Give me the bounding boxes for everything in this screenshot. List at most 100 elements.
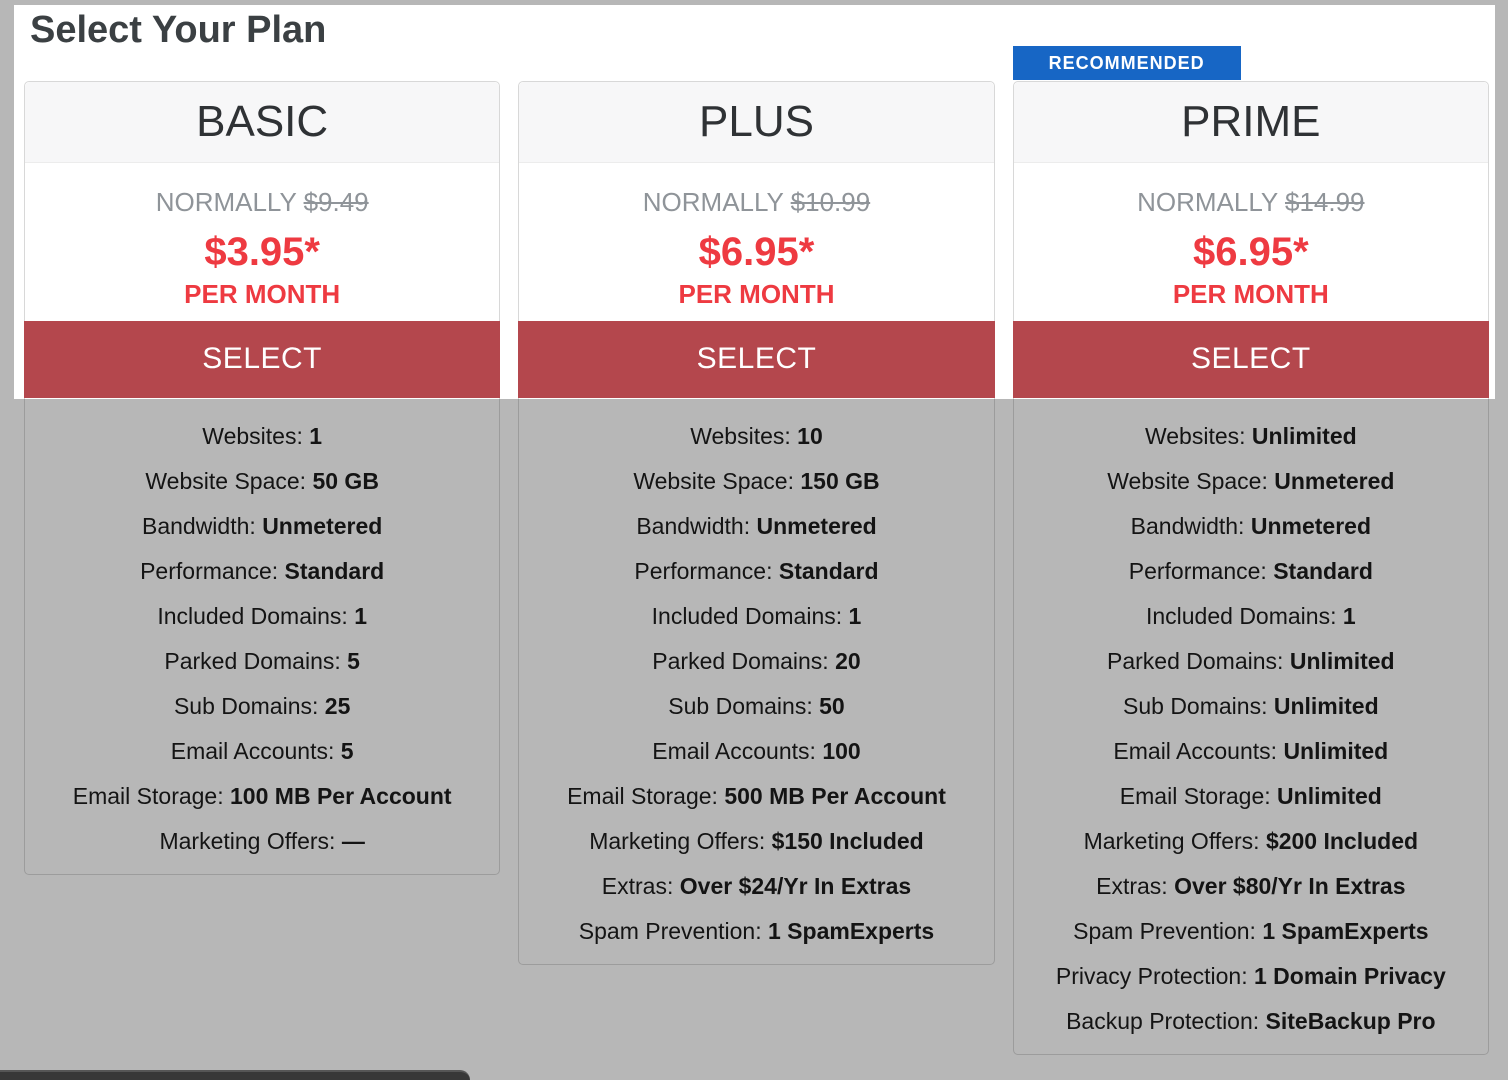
- feature-row: Email Storage: 100 MB Per Account: [25, 774, 499, 819]
- feature-row: Email Accounts: 100: [519, 729, 993, 774]
- feature-label: Email Storage:: [72, 782, 231, 809]
- feature-value: Unmetered: [1274, 467, 1395, 494]
- feature-value: Unmetered: [756, 512, 877, 539]
- feature-value: 150 GB: [800, 467, 880, 494]
- feature-row: Backup Protection: SiteBackup Pro: [1014, 999, 1488, 1044]
- feature-list: Websites: Unlimited Website Space: Unmete…: [1014, 398, 1488, 1054]
- feature-label: Sub Domains:: [173, 692, 325, 719]
- feature-value: 1 Domain Privacy: [1254, 962, 1446, 989]
- plan-name: PRIME: [1013, 81, 1488, 163]
- feature-row: Email Storage: Unlimited: [1014, 774, 1488, 819]
- feature-row: Parked Domains: 20: [519, 639, 993, 684]
- feature-label: Marketing Offers:: [589, 827, 772, 854]
- per-month-label: PER MONTH: [678, 278, 835, 309]
- plan-name: PLUS: [519, 81, 994, 163]
- feature-row: Websites: 1: [25, 414, 499, 459]
- feature-label: Parked Domains:: [164, 647, 348, 674]
- feature-label: Performance:: [1128, 557, 1274, 584]
- feature-row: Parked Domains: 5: [25, 639, 499, 684]
- feature-value: SiteBackup Pro: [1265, 1007, 1436, 1034]
- feature-row: Sub Domains: Unlimited: [1014, 684, 1488, 729]
- feature-label: Spam Prevention:: [1073, 917, 1263, 944]
- feature-label: Extras:: [601, 872, 680, 899]
- feature-row: Privacy Protection: 1 Domain Privacy: [1014, 954, 1488, 999]
- feature-label: Website Space:: [145, 467, 313, 494]
- feature-row: Included Domains: 1: [1014, 594, 1488, 639]
- feature-label: Websites:: [690, 422, 798, 449]
- per-month-label: PER MONTH: [1172, 278, 1329, 309]
- old-price: $10.99: [790, 186, 871, 217]
- feature-value: 10: [797, 422, 823, 449]
- feature-value: Unlimited: [1277, 782, 1382, 809]
- feature-value: —: [341, 827, 365, 854]
- feature-row: Extras: Over $80/Yr In Extras: [1014, 864, 1488, 909]
- normally-price: NORMALLY $10.99: [519, 163, 993, 218]
- feature-value: 100: [822, 737, 861, 764]
- feature-value: 50: [819, 692, 845, 719]
- feature-row: Email Storage: 500 MB Per Account: [519, 774, 993, 819]
- feature-label: Email Accounts:: [170, 737, 341, 764]
- feature-value: 500 MB Per Account: [724, 782, 946, 809]
- feature-row: Performance: Standard: [519, 549, 993, 594]
- feature-value: Unlimited: [1251, 422, 1357, 449]
- feature-value: 100 MB Per Account: [230, 782, 452, 809]
- normally-label: NORMALLY: [155, 186, 297, 217]
- plan-cards: BASIC NORMALLY $9.49 $3.95* PER MONTH SE…: [0, 45, 1508, 1055]
- plan-name: BASIC: [25, 81, 500, 163]
- feature-row: Sub Domains: 50: [519, 684, 993, 729]
- plan-card-basic: BASIC NORMALLY $9.49 $3.95* PER MONTH SE…: [24, 80, 501, 875]
- feature-row: Included Domains: 1: [25, 594, 499, 639]
- feature-value: 25: [324, 692, 351, 719]
- feature-row: Website Space: 50 GB: [25, 459, 499, 504]
- feature-value: Standard: [284, 557, 385, 584]
- feature-row: Parked Domains: Unlimited: [1014, 639, 1488, 684]
- feature-row: Email Accounts: 5: [25, 729, 499, 774]
- feature-value: 20: [835, 647, 861, 674]
- feature-label: Marketing Offers:: [159, 827, 342, 854]
- feature-row: Bandwidth: Unmetered: [25, 504, 499, 549]
- old-price: $14.99: [1284, 186, 1365, 217]
- select-button-basic[interactable]: SELECT: [24, 320, 501, 398]
- feature-value: 5: [340, 737, 354, 764]
- feature-value: 50 GB: [312, 467, 379, 494]
- per-month-label: PER MONTH: [184, 278, 341, 309]
- select-button-prime[interactable]: SELECT: [1012, 320, 1489, 398]
- feature-label: Sub Domains:: [1123, 692, 1274, 719]
- feature-value: Unlimited: [1283, 737, 1389, 764]
- feature-row: Marketing Offers: $200 Included: [1014, 819, 1488, 864]
- current-price: $3.95*: [204, 229, 320, 274]
- feature-row: Included Domains: 1: [519, 594, 993, 639]
- feature-value: 1: [354, 602, 367, 629]
- feature-row: Bandwidth: Unmetered: [519, 504, 993, 549]
- feature-label: Email Accounts:: [652, 737, 823, 764]
- feature-value: 1: [309, 422, 323, 449]
- current-price: $6.95*: [1192, 229, 1309, 274]
- feature-label: Bandwidth:: [141, 512, 263, 539]
- feature-label: Performance:: [140, 557, 285, 584]
- select-button-plus[interactable]: SELECT: [518, 320, 995, 398]
- feature-row: Bandwidth: Unmetered: [1014, 504, 1488, 549]
- feature-label: Spam Prevention:: [578, 917, 768, 944]
- feature-value: 5: [347, 647, 360, 674]
- feature-value: 1 SpamExperts: [1262, 917, 1429, 944]
- feature-label: Sub Domains:: [668, 692, 820, 719]
- feature-label: Parked Domains:: [1107, 647, 1290, 674]
- normally-price: NORMALLY $14.99: [1014, 163, 1488, 218]
- feature-value: 1: [1342, 602, 1356, 629]
- feature-label: Bandwidth:: [1130, 512, 1251, 539]
- feature-label: Included Domains:: [1145, 602, 1343, 629]
- feature-label: Websites:: [1144, 422, 1252, 449]
- feature-label: Performance:: [634, 557, 779, 584]
- feature-row: Performance: Standard: [25, 549, 499, 594]
- feature-label: Marketing Offers:: [1083, 827, 1266, 854]
- feature-value: Over $24/Yr In Extras: [679, 872, 912, 899]
- normally-label: NORMALLY: [642, 186, 784, 217]
- feature-value: Standard: [778, 557, 879, 584]
- feature-row: Email Accounts: Unlimited: [1014, 729, 1488, 774]
- feature-value: Unlimited: [1273, 692, 1379, 719]
- plan-card-plus: PLUS NORMALLY $10.99 $6.95* PER MONTH SE…: [518, 80, 995, 965]
- feature-value: Unlimited: [1289, 647, 1395, 674]
- feature-row: Spam Prevention: 1 SpamExperts: [1014, 909, 1488, 954]
- recommended-badge: RECOMMENDED: [1012, 45, 1241, 80]
- feature-label: Parked Domains:: [652, 647, 836, 674]
